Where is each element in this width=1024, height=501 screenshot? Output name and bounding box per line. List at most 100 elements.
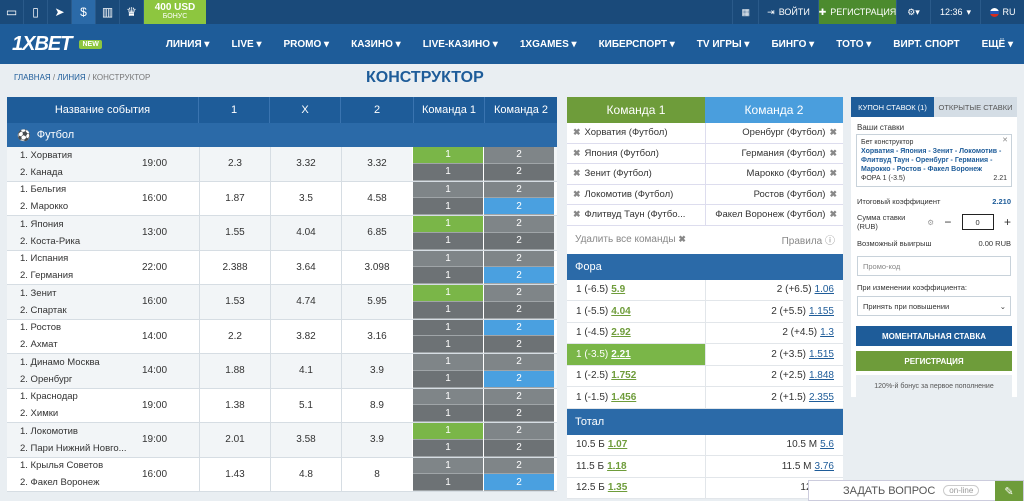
team-2-add-home[interactable]: 2 (484, 250, 554, 268)
team-1-add-home[interactable]: 1 (413, 285, 483, 302)
market-left-option[interactable]: 11.5 Б 1.18 (567, 456, 705, 477)
team-home[interactable]: 1. Хорватия (20, 149, 73, 161)
team-away[interactable]: 2. Ахмат (20, 339, 58, 351)
odd-2[interactable]: 8.9 (341, 388, 412, 422)
telegram-icon[interactable]: ➤ (48, 0, 72, 24)
team-1-add-home[interactable]: 1 (413, 250, 483, 268)
remove-icon[interactable]: ✖ (829, 127, 837, 138)
dollar-icon[interactable]: $ (72, 0, 96, 24)
odd-1[interactable]: 1.38 (199, 388, 270, 422)
odd-x[interactable]: 3.64 (270, 250, 341, 284)
odd-x[interactable]: 3.5 (270, 181, 341, 215)
table-row[interactable]: 1. Испания 2. Германия 22:00 2.388 3.64 3.098… (7, 250, 557, 285)
team-2-add-away[interactable]: 2 (484, 474, 554, 491)
team-1-add-home[interactable]: 1 (413, 423, 483, 440)
mobile-icon[interactable]: ▯ (24, 0, 48, 24)
odd-2[interactable]: 6.85 (341, 216, 412, 250)
team-home[interactable]: 1. Испания (20, 253, 69, 265)
team-1-add-away[interactable]: 1 (413, 198, 483, 215)
instant-bet-button[interactable]: МОМЕНТАЛЬНАЯ СТАВКА (856, 326, 1012, 346)
team-1-add-home[interactable]: 1 (413, 216, 483, 233)
market-left-option[interactable]: 1 (-4.5) 2.92 (567, 323, 705, 344)
nav-item-virtual-sport[interactable]: ВИРТ. СПОРТ (882, 39, 970, 50)
team-home[interactable]: 1. Динамо Москва (20, 356, 100, 368)
nav-item-esports[interactable]: КИБЕРСПОРТ ▾ (598, 38, 675, 50)
team-1-add-home[interactable]: 1 (413, 354, 483, 371)
tab-coupon[interactable]: КУПОН СТАВОК (1) (851, 97, 934, 117)
team-1-add-away[interactable]: 1 (413, 163, 483, 181)
language-select[interactable]: RU (980, 0, 1024, 24)
nav-item-1xgames[interactable]: 1XGAMES ▾ (519, 38, 577, 50)
team-2-add-away[interactable]: 2 (484, 405, 554, 422)
odd-1[interactable]: 1.55 (199, 216, 270, 250)
tab-open-bets[interactable]: ОТКРЫТЫЕ СТАВКИ (934, 97, 1017, 117)
team-home[interactable]: 1. Ростов (20, 322, 62, 334)
remove-icon[interactable]: ✖ (829, 209, 837, 220)
odd-x[interactable]: 3.82 (270, 319, 341, 353)
team-2-add-home[interactable]: 2 (484, 216, 554, 233)
odd-2[interactable]: 3.32 (341, 147, 412, 181)
odd-1[interactable]: 2.2 (199, 319, 270, 353)
team-1-add-away[interactable]: 1 (413, 301, 483, 319)
odd-x[interactable]: 4.1 (270, 354, 341, 388)
nav-item-line[interactable]: ЛИНИЯ ▾ (165, 38, 210, 50)
odd-2[interactable]: 3.098 (341, 250, 412, 284)
odd-1[interactable]: 2.3 (199, 147, 270, 181)
settings-icon[interactable]: ⚙▾ (896, 0, 930, 24)
odd-x[interactable]: 4.04 (270, 216, 341, 250)
qr-icon[interactable]: ▦ (732, 0, 758, 24)
odd-2[interactable]: 3.16 (341, 319, 412, 353)
market-left-option[interactable]: 1 (-1.5) 1.456 (567, 387, 705, 408)
nav-item-live[interactable]: LIVE ▾ (231, 38, 262, 50)
team-away[interactable]: 2. Спартак (20, 304, 67, 316)
team-away[interactable]: 2. Оренбург (20, 373, 73, 385)
nav-item-bingo[interactable]: БИНГО ▾ (771, 38, 815, 50)
market-left-option[interactable]: 1 (-2.5) 1.752 (567, 366, 705, 387)
team-1-add-home[interactable]: 1 (413, 319, 483, 337)
remove-icon[interactable]: ✖ (573, 147, 581, 158)
odd-1[interactable]: 1.88 (199, 354, 270, 388)
remove-icon[interactable]: ✖ (829, 147, 837, 158)
promo-input[interactable]: Промо-код (857, 256, 1011, 276)
remove-icon[interactable]: ✖ (573, 188, 581, 199)
team-1-add-away[interactable]: 1 (413, 439, 483, 457)
minus-button[interactable]: − (944, 215, 952, 229)
nav-item-toto[interactable]: ТОТО ▾ (836, 38, 872, 50)
remove-icon[interactable]: ✖ (829, 168, 837, 179)
stats-icon[interactable]: ▥ (96, 0, 120, 24)
market-right-option[interactable]: 2 (+4.5) 1.3 (704, 322, 844, 343)
table-row[interactable]: 1. Динамо Москва 2. Оренбург 14:00 1.88 4.1 3… (7, 354, 557, 389)
team-1-add-away[interactable]: 1 (413, 405, 483, 422)
team-home[interactable]: 1. Локомотив (20, 425, 78, 437)
close-icon[interactable]: ✕ (1002, 137, 1008, 144)
odd-2[interactable]: 8 (341, 457, 412, 491)
rules-link[interactable]: Правила ⓘ (782, 232, 835, 247)
team-2-add-home[interactable]: 2 (484, 354, 554, 371)
desktop-icon[interactable]: ▭ (0, 0, 24, 24)
gear-icon[interactable]: ⚙ (927, 217, 935, 227)
team-home[interactable]: 1. Бельгия (20, 184, 67, 196)
remove-icon[interactable]: ✖ (829, 188, 837, 199)
team-home[interactable]: 1. Япония (20, 218, 64, 230)
team-2-add-away[interactable]: 2 (484, 232, 554, 250)
team-1-add-away[interactable]: 1 (413, 336, 483, 353)
market-left-option[interactable]: 10.5 Б 1.07 (567, 435, 705, 456)
stake-input[interactable]: 0 (961, 214, 994, 230)
table-row[interactable]: 1. Краснодар 2. Химки 19:00 1.38 5.1 8.9 1 1 2 2 (7, 388, 557, 423)
team-2-add-away[interactable]: 2 (484, 301, 554, 319)
table-row[interactable]: 1. Хорватия 2. Канада 19:00 2.3 3.32 3.32 1 1 2 2 (7, 147, 557, 182)
plus-button[interactable]: + (1003, 215, 1011, 229)
team-2-add-home[interactable]: 2 (484, 319, 554, 337)
team-home[interactable]: 1. Краснодар (20, 391, 78, 403)
market-left-option[interactable]: 12.5 Б 1.35 (567, 478, 705, 499)
bonus-badge[interactable]: 400 USD БОНУС (144, 0, 206, 24)
team-1-add-away[interactable]: 1 (413, 267, 483, 284)
team-1-add-home[interactable]: 1 (413, 388, 483, 406)
odd-1[interactable]: 2.388 (199, 250, 270, 284)
market-left-option[interactable]: 1 (-5.5) 4.04 (567, 301, 705, 322)
market-right-option[interactable]: 2 (+6.5) 1.06 (704, 279, 844, 300)
odd-1[interactable]: 2.01 (199, 423, 270, 457)
team-away[interactable]: 2. Марокко (20, 201, 69, 213)
odd-2[interactable]: 3.9 (341, 354, 412, 388)
market-right-option[interactable]: 2 (+2.5) 1.848 (704, 365, 844, 386)
